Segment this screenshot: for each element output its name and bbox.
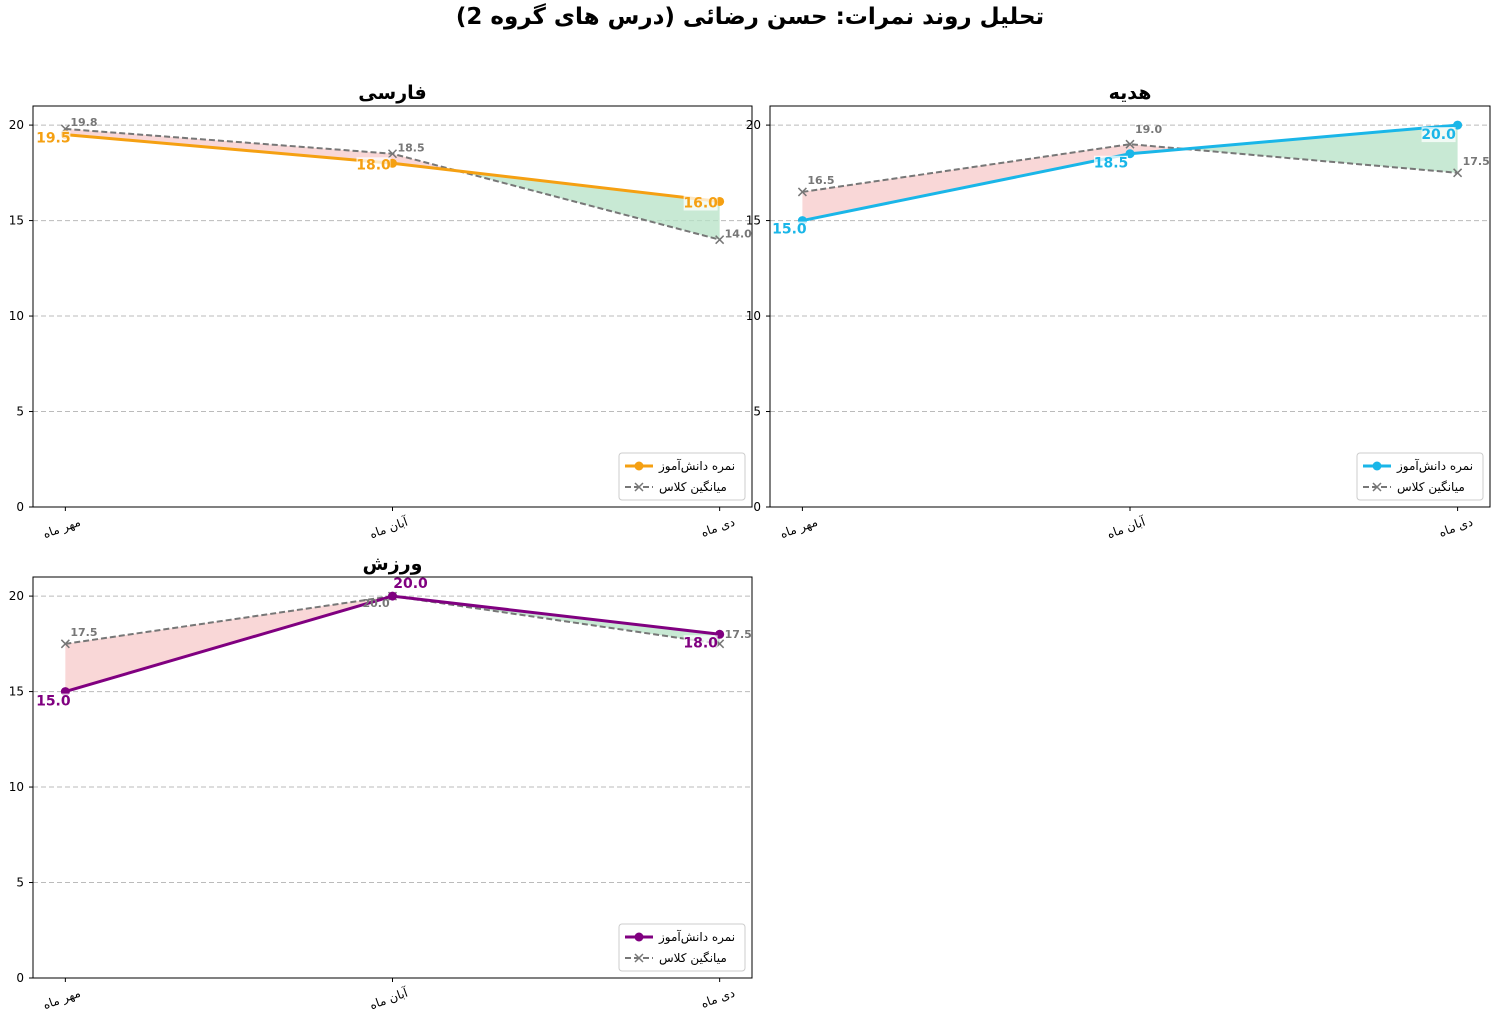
class-average-label: 17.5 bbox=[70, 626, 97, 639]
student-score-label: 18.0 bbox=[356, 157, 391, 173]
class-average-marker bbox=[715, 235, 725, 245]
y-tick-label: 20 bbox=[9, 118, 24, 132]
class-average-line bbox=[65, 127, 720, 241]
student-score-label: 15.0 bbox=[36, 694, 71, 710]
x-tick-label: دی ماه bbox=[699, 986, 737, 1011]
class-average-label: 17.5 bbox=[1463, 155, 1490, 168]
data-label-background bbox=[393, 576, 428, 592]
class-average-label: 20.0 bbox=[363, 597, 390, 610]
class-average-marker bbox=[1125, 139, 1135, 149]
y-tick-label: 10 bbox=[746, 309, 761, 323]
legend: نمره دانش‌آموز میانگین کلاس bbox=[618, 452, 746, 501]
x-tick-label: مهر ماه bbox=[41, 515, 83, 542]
data-label-background bbox=[356, 157, 391, 173]
class-average-line bbox=[65, 595, 720, 645]
class-average-line bbox=[802, 143, 1458, 193]
x-tick-label: مهر ماه bbox=[778, 515, 820, 542]
subplot-title: ورزش bbox=[363, 553, 423, 575]
class-average-marker bbox=[1453, 168, 1463, 178]
y-tick-label: 15 bbox=[9, 214, 24, 228]
legend-average-marker bbox=[634, 482, 644, 492]
y-tick-label: 5 bbox=[753, 405, 761, 419]
class-average-marker bbox=[797, 187, 807, 197]
x-tick-label: مهر ماه bbox=[41, 986, 83, 1013]
legend-student-label: نمره دانش‌آموز bbox=[658, 458, 735, 474]
student-score-label: 20.0 bbox=[1421, 127, 1456, 143]
x-tick-label: دی ماه bbox=[1437, 515, 1475, 540]
class-average-marker bbox=[387, 149, 398, 159]
fill-below-average bbox=[802, 144, 1130, 221]
subplot-title: فارسی bbox=[358, 82, 426, 104]
legend-average-label: میانگین کلاس bbox=[659, 951, 727, 966]
fill-above-average bbox=[1184, 125, 1458, 173]
y-tick-label: 20 bbox=[746, 118, 761, 132]
data-label-background bbox=[36, 693, 71, 709]
y-tick-label: 15 bbox=[9, 685, 24, 699]
legend-student-marker bbox=[634, 461, 644, 471]
class-average-marker bbox=[60, 639, 70, 649]
y-tick-label: 10 bbox=[9, 309, 24, 323]
legend-student-marker bbox=[634, 932, 644, 942]
data-label-background bbox=[772, 221, 807, 237]
y-tick-label: 10 bbox=[9, 780, 24, 794]
student-score-label: 18.5 bbox=[1094, 156, 1129, 172]
student-score-label: 16.0 bbox=[683, 195, 718, 211]
legend-average-marker bbox=[634, 953, 644, 963]
page-title: تحلیل روند نمرات: حسن رضائی (درس های گرو… bbox=[455, 4, 1045, 30]
student-score-line bbox=[65, 133, 720, 203]
legend-average-marker bbox=[1372, 482, 1382, 492]
y-tick-label: 0 bbox=[753, 500, 761, 514]
subplot-3: 0 5 10 15 20 17.5 20.0 17.5 15.0 20.0 18.0 مهر ماه آ… bbox=[9, 553, 753, 1013]
student-score-label: 19.5 bbox=[36, 131, 71, 147]
class-average-label: 16.5 bbox=[807, 174, 834, 187]
y-tick-label: 20 bbox=[9, 589, 24, 603]
x-tick-label: آبان ماه bbox=[1105, 513, 1148, 541]
student-score-label: 15.0 bbox=[772, 222, 807, 238]
class-average-label: 14.0 bbox=[725, 228, 752, 241]
data-label-background bbox=[683, 635, 718, 651]
x-tick-label: آبان ماه bbox=[367, 984, 410, 1012]
y-tick-label: 5 bbox=[16, 876, 24, 890]
subplot-2: 0 5 10 15 20 16.5 19.0 17.5 15.0 18.5 20.0 مهر ماه آ… bbox=[746, 82, 1491, 542]
subplot-title: هدیه bbox=[1109, 82, 1152, 104]
y-tick-label: 15 bbox=[746, 214, 761, 228]
legend: نمره دانش‌آموز میانگین کلاس bbox=[618, 923, 746, 972]
data-label-background bbox=[36, 130, 71, 146]
x-tick-label: آبان ماه bbox=[367, 513, 410, 541]
data-label-background bbox=[1421, 127, 1456, 143]
subplot-1: 0 5 10 15 20 19.8 18.5 14.0 19.5 18.0 16.0 مهر ماه آ… bbox=[9, 82, 753, 542]
class-average-label: 18.5 bbox=[398, 142, 425, 155]
student-score-label: 18.0 bbox=[683, 635, 718, 651]
legend-student-marker bbox=[1372, 461, 1382, 471]
class-average-label: 19.8 bbox=[70, 116, 97, 129]
y-tick-label: 0 bbox=[16, 500, 24, 514]
data-label-background bbox=[683, 195, 718, 211]
legend-student-label: نمره دانش‌آموز bbox=[1396, 458, 1473, 474]
legend-average-label: میانگین کلاس bbox=[659, 480, 727, 495]
legend: نمره دانش‌آموز میانگین کلاس bbox=[1356, 452, 1484, 501]
class-average-label: 17.5 bbox=[725, 628, 752, 641]
fill-above-average bbox=[457, 170, 720, 240]
class-average-label: 19.0 bbox=[1135, 123, 1162, 136]
y-tick-label: 5 bbox=[16, 405, 24, 419]
legend-student-label: نمره دانش‌آموز bbox=[658, 929, 735, 945]
student-score-marker bbox=[388, 591, 397, 601]
student-score-label: 20.0 bbox=[393, 576, 428, 592]
y-tick-label: 0 bbox=[16, 971, 24, 985]
x-tick-label: دی ماه bbox=[699, 515, 737, 540]
data-label-background bbox=[1094, 155, 1128, 171]
legend-average-label: میانگین کلاس bbox=[1397, 480, 1465, 495]
